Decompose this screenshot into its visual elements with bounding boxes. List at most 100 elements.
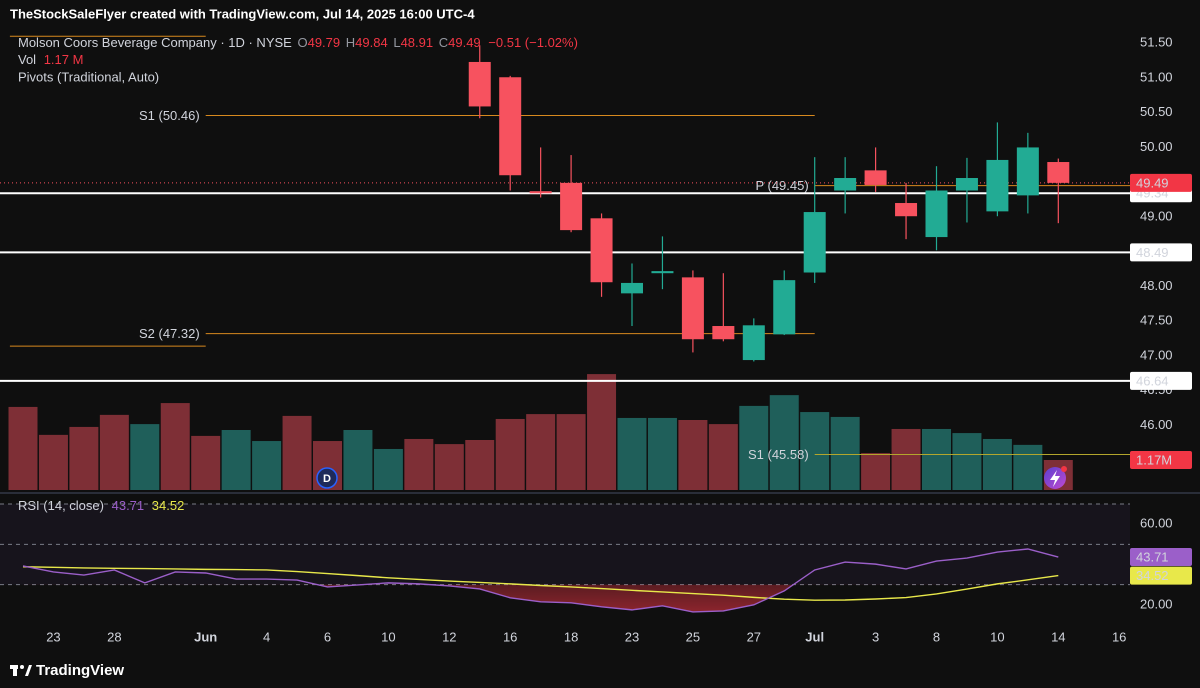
candle-body bbox=[468, 61, 491, 107]
volume-bar bbox=[343, 430, 373, 490]
x-tick-label: 23 bbox=[46, 629, 60, 644]
dividend-letter: D bbox=[323, 473, 331, 485]
candle-body bbox=[895, 203, 918, 217]
legend-ohlc: Molson Coors Beverage Company · 1D · NYS… bbox=[18, 35, 578, 50]
logo-part bbox=[13, 665, 17, 676]
volume-bar bbox=[8, 406, 38, 490]
low-label: L bbox=[393, 35, 400, 50]
candle-body bbox=[651, 271, 674, 274]
x-tick-label: 25 bbox=[686, 629, 700, 644]
candle-body bbox=[529, 191, 552, 194]
rsi-ma-value: 34.52 bbox=[152, 498, 185, 513]
candle-body bbox=[681, 277, 704, 340]
candle-body bbox=[712, 326, 735, 340]
price-tick-label: 47.50 bbox=[1140, 313, 1173, 328]
x-tick-label: 6 bbox=[324, 629, 331, 644]
last-price-label-box bbox=[1130, 173, 1192, 192]
x-tick-label: 14 bbox=[1051, 629, 1065, 644]
volume-value-label-box bbox=[1130, 451, 1192, 469]
candle-body bbox=[834, 178, 857, 191]
candle-body bbox=[1016, 147, 1039, 196]
candle-body bbox=[742, 325, 765, 361]
change: −0.51 (−1.02%) bbox=[488, 35, 578, 50]
volume-bar bbox=[526, 414, 556, 490]
x-tick-label: 8 bbox=[933, 629, 940, 644]
volume-bar bbox=[861, 453, 891, 490]
volume-bar bbox=[952, 433, 982, 490]
volume-bar bbox=[1013, 444, 1043, 490]
candle-body bbox=[986, 159, 1009, 212]
candle-body bbox=[499, 77, 522, 176]
price-tick-label: 51.00 bbox=[1140, 69, 1173, 84]
rsi-tick-label: 20.00 bbox=[1140, 596, 1173, 611]
volume-bar bbox=[587, 374, 617, 490]
legend-rsi: RSI (14, close) 43.71 34.52 bbox=[18, 498, 184, 513]
volume-label: Vol bbox=[18, 52, 36, 67]
rsi-value-label-box bbox=[1130, 566, 1192, 585]
x-tick-label: Jul bbox=[805, 629, 824, 644]
high-label: H bbox=[346, 35, 355, 50]
flash-marker bbox=[1044, 466, 1067, 489]
close-label: C bbox=[439, 35, 448, 50]
volume-bar bbox=[678, 420, 708, 490]
candle-body bbox=[773, 280, 796, 335]
x-tick-label: 3 bbox=[872, 629, 879, 644]
dividend-badge bbox=[316, 467, 338, 489]
legend-volume: Vol 1.17 M bbox=[18, 52, 83, 67]
price-tick-label: 46.00 bbox=[1140, 417, 1173, 432]
volume-bar bbox=[69, 426, 99, 490]
pivot-label: S1 (45.58) bbox=[748, 447, 809, 462]
volume-bar bbox=[38, 434, 68, 490]
volume-value-label: 1.17M bbox=[1136, 452, 1172, 467]
pivot-label: S1 (50.46) bbox=[139, 108, 200, 123]
candle-body bbox=[560, 182, 583, 231]
volume-bar bbox=[617, 417, 647, 490]
volume-bar bbox=[465, 440, 495, 490]
price-line-label: 48.49 bbox=[1136, 245, 1169, 260]
price-tick-label: 50.00 bbox=[1140, 139, 1173, 154]
pivot-label: S2 (47.32) bbox=[139, 326, 200, 341]
x-tick-label: 4 bbox=[263, 629, 270, 644]
volume-bar bbox=[739, 405, 769, 490]
x-tick-label: 27 bbox=[747, 629, 761, 644]
volume-bar bbox=[891, 428, 921, 490]
candle-body bbox=[590, 218, 613, 283]
legend-pivots: Pivots (Traditional, Auto) bbox=[18, 69, 159, 84]
oversold-fill bbox=[317, 584, 794, 612]
x-tick-label: 28 bbox=[107, 629, 121, 644]
volume-bar bbox=[282, 415, 312, 490]
candle-body bbox=[864, 170, 887, 185]
logo-part bbox=[25, 665, 32, 676]
close-value: 49.49 bbox=[448, 35, 481, 50]
volume-bar bbox=[130, 424, 160, 490]
plot-layer: 51.50 51.00 50.50 50.00 49.00 48.00 47.50 47.00… bbox=[0, 35, 1192, 644]
rsi-band-background bbox=[0, 504, 1130, 585]
logo-part bbox=[20, 665, 24, 669]
volume-bar bbox=[373, 448, 403, 490]
candle-body bbox=[925, 190, 948, 238]
volume-value: 1.17 M bbox=[44, 52, 84, 67]
flash-dot bbox=[1061, 466, 1067, 472]
price-line-label-box bbox=[1130, 243, 1192, 262]
candle-body bbox=[1047, 162, 1070, 183]
rsi-value-label: 34.52 bbox=[1136, 568, 1169, 583]
x-tick-label: 10 bbox=[381, 629, 395, 644]
volume-bar bbox=[556, 414, 586, 490]
rsi-value-label: 43.71 bbox=[1136, 549, 1169, 564]
volume-bar bbox=[800, 412, 830, 490]
volume-bar bbox=[922, 428, 951, 490]
price-line-label: 46.64 bbox=[1136, 373, 1169, 388]
volume-bar bbox=[99, 414, 129, 490]
x-tick-label: 16 bbox=[1112, 629, 1126, 644]
price-tick-label: 51.50 bbox=[1140, 35, 1173, 50]
volume-bar bbox=[647, 417, 677, 490]
footer-logo bbox=[10, 665, 32, 676]
open-label: O bbox=[297, 35, 307, 50]
volume-bar bbox=[982, 438, 1012, 490]
last-price-label: 49.49 bbox=[1136, 175, 1169, 190]
rsi-tick-label: 60.00 bbox=[1140, 516, 1173, 531]
volume-bar bbox=[252, 441, 282, 490]
volume-bar bbox=[495, 418, 525, 490]
volume-bar bbox=[404, 438, 434, 490]
